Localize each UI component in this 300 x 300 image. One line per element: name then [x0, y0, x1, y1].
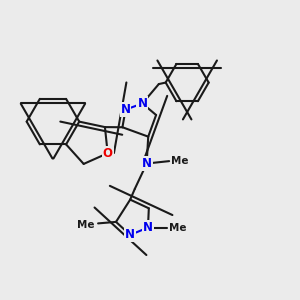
Text: N: N [125, 228, 135, 242]
Text: Me: Me [171, 156, 188, 166]
Text: N: N [137, 97, 147, 110]
Text: O: O [103, 147, 113, 160]
Text: Me: Me [169, 223, 187, 232]
Text: Me: Me [77, 220, 94, 230]
Text: N: N [142, 157, 152, 170]
Text: N: N [121, 103, 130, 116]
Text: N: N [143, 221, 153, 234]
